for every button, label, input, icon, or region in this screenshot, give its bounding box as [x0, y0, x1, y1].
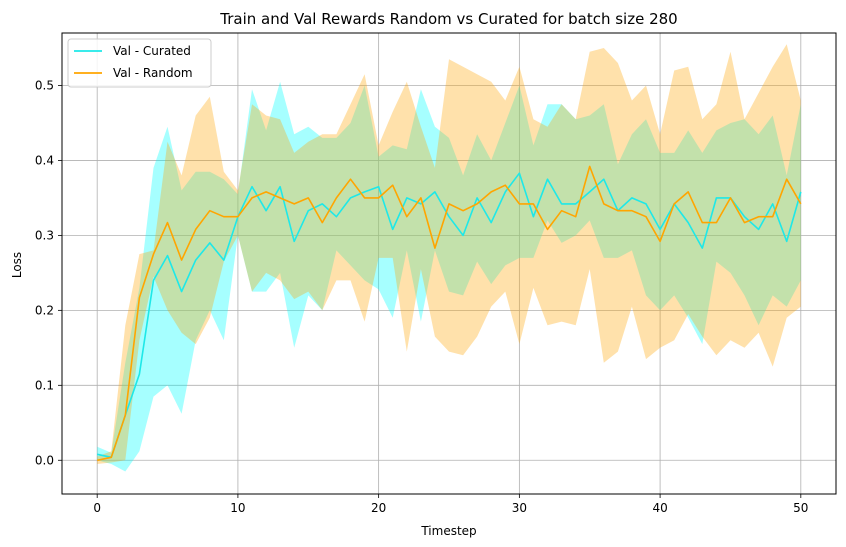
- x-tick-label: 50: [793, 501, 808, 515]
- x-tick-label: 30: [512, 501, 527, 515]
- x-tick-label: 0: [93, 501, 101, 515]
- val-curated-band: [97, 81, 801, 472]
- series-lines: [97, 165, 802, 462]
- x-tick-label: 20: [371, 501, 386, 515]
- val-random-line: [97, 165, 802, 462]
- y-tick-label: 0.0: [35, 453, 54, 467]
- x-axis-label: Timestep: [420, 524, 476, 538]
- x-tick-label: 10: [230, 501, 245, 515]
- chart-title: Train and Val Rewards Random vs Curated …: [219, 10, 677, 28]
- legend-box: [67, 38, 212, 88]
- val-random-band: [97, 44, 801, 464]
- confidence-bands: [97, 44, 801, 472]
- y-tick-label: 0.5: [35, 78, 54, 92]
- y-tick-label: 0.2: [35, 303, 54, 317]
- y-tick-label: 0.3: [35, 228, 54, 242]
- x-axis-ticks: 0 10 20 30 40 50: [93, 494, 808, 515]
- legend: Val - Curated Val - Random: [67, 38, 212, 88]
- legend-label: Val - Curated: [113, 44, 191, 58]
- val-curated-line: [97, 172, 802, 459]
- y-tick-label: 0.1: [35, 378, 54, 392]
- x-tick-label: 40: [652, 501, 667, 515]
- legend-label: Val - Random: [113, 66, 193, 80]
- y-axis-label: Loss: [10, 252, 24, 278]
- y-axis-ticks: 0.0 0.1 0.2 0.3 0.4 0.5: [35, 78, 62, 467]
- y-tick-label: 0.4: [35, 153, 54, 167]
- plot-frame: [61, 32, 837, 495]
